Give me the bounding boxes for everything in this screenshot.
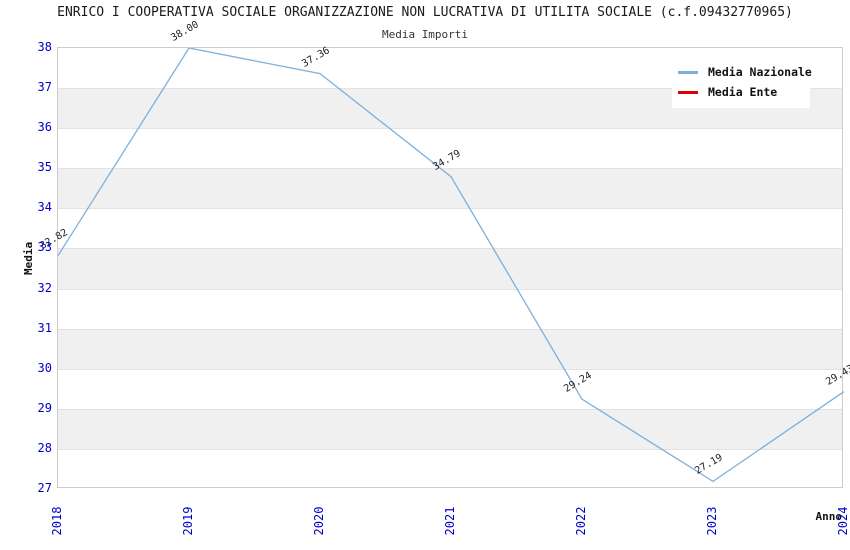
plot-band [58,328,842,369]
chart-subtitle: Media Importi [381,28,469,41]
x-tick-label: 2024 [836,506,850,536]
gridline [58,328,842,330]
y-tick-label: 37 [37,80,52,95]
x-tick-label: 2021 [443,506,457,536]
x-tick-label: 2023 [705,506,719,536]
gridline [58,208,842,210]
legend: Media Nazionale Media Ente [672,58,812,108]
x-axis-title: Anno [815,510,843,523]
x-tick-label: 2020 [312,506,326,536]
y-tick-label: 34 [37,200,52,215]
line-series-svg [58,48,844,483]
plot-band [58,408,842,449]
y-tick-label: 35 [37,160,52,175]
series-line-media-nazionale [58,48,844,483]
gridline [58,288,842,290]
gridline [58,408,842,410]
gridline [58,128,842,130]
chart-title: ENRICO I COOPERATIVA SOCIALE ORGANIZZAZI… [57,5,793,20]
gridline [58,248,842,250]
y-tick-label: 36 [37,120,52,135]
x-tick-label: 2019 [181,506,195,536]
legend-item: Media Nazionale [672,62,812,82]
legend-label: Media Ente [708,85,778,99]
legend-line-swatch [678,70,698,74]
plot-band [58,168,842,209]
x-tick-label: 2018 [50,506,64,536]
legend-label: Media Nazionale [708,65,812,79]
y-tick-label: 27 [37,481,52,495]
plot-area [57,47,844,488]
gridline [58,88,842,90]
y-tick-label: 31 [37,320,52,335]
y-tick-label: 29 [37,400,52,415]
y-tick-label: 30 [37,360,52,375]
y-tick-label: 32 [37,280,52,295]
gridline [58,168,842,170]
y-tick-label: 38 [37,40,52,54]
plot-band [58,248,842,289]
y-tick-label: 33 [37,240,52,255]
x-tick-label: 2022 [574,506,588,536]
y-tick-label: 28 [37,440,52,455]
legend-line-swatch [678,90,698,94]
gridline [58,368,842,370]
gridline [58,448,842,450]
legend-item: Media Ente [672,82,810,102]
